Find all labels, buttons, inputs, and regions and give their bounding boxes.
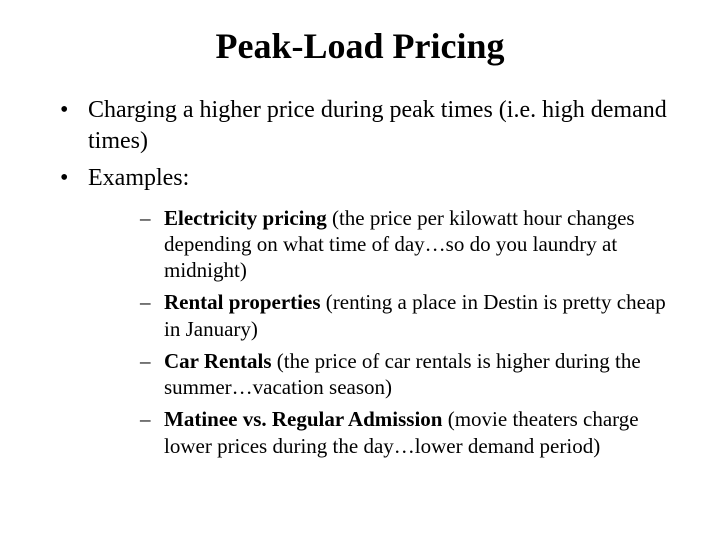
bullet-list-level2: Electricity pricing (the price per kilow… — [88, 205, 680, 459]
list-item-text: Examples: — [88, 165, 189, 191]
list-item-text: Charging a higher price during peak time… — [88, 97, 667, 154]
list-item-bold: Rental properties — [164, 290, 321, 314]
slide-title: Peak-Load Pricing — [40, 25, 680, 67]
bullet-list-level1: Charging a higher price during peak time… — [40, 95, 680, 459]
list-item: Charging a higher price during peak time… — [40, 95, 680, 157]
list-item: Car Rentals (the price of car rentals is… — [88, 348, 680, 401]
list-item-bold: Car Rentals — [164, 349, 272, 373]
list-item: Electricity pricing (the price per kilow… — [88, 205, 680, 284]
list-item-bold: Matinee vs. Regular Admission — [164, 407, 442, 431]
list-item-bold: Electricity pricing — [164, 206, 327, 230]
list-item: Examples: Electricity pricing (the price… — [40, 163, 680, 458]
list-item: Matinee vs. Regular Admission (movie the… — [88, 406, 680, 459]
list-item: Rental properties (renting a place in De… — [88, 289, 680, 342]
